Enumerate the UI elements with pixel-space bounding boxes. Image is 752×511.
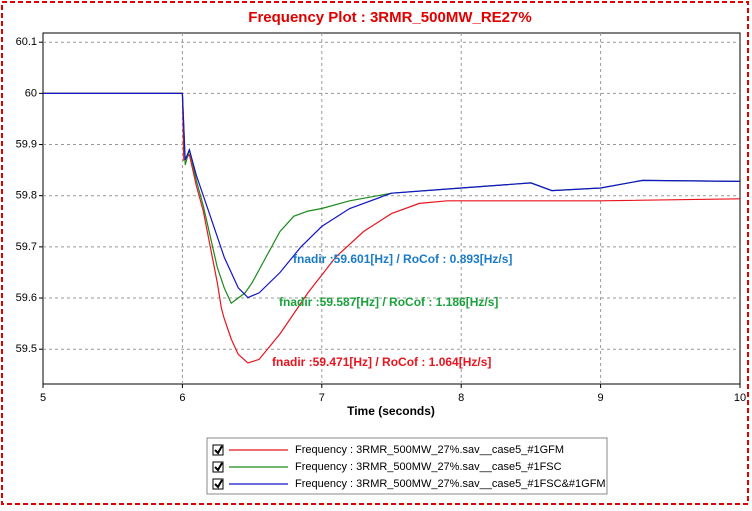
series-line bbox=[43, 92, 741, 299]
legend bbox=[206, 437, 608, 495]
series-line bbox=[43, 92, 741, 364]
legend-checkbox[interactable] bbox=[212, 478, 224, 490]
y-tick-label: 59.9 bbox=[16, 138, 37, 150]
legend-label: Frequency : 3RMR_500MW_27%.sav__case5_#1… bbox=[295, 461, 562, 473]
y-tick-label: 59.5 bbox=[16, 343, 37, 355]
annotation: fnadir :59.601[Hz] / RoCof : 0.893[Hz/s] bbox=[293, 252, 512, 266]
x-tick-label: 8 bbox=[458, 392, 464, 404]
y-tick-label: 60 bbox=[25, 87, 37, 99]
y-tick-label: 59.6 bbox=[16, 292, 37, 304]
annotation: fnadir :59.471[Hz] / RoCof : 1.064[Hz/s] bbox=[272, 355, 491, 369]
legend-checkbox[interactable] bbox=[212, 461, 224, 473]
legend-checkbox[interactable] bbox=[212, 444, 224, 456]
x-tick-label: 7 bbox=[319, 392, 325, 404]
annotation: fnadir :59.587[Hz] / RoCof : 1.186[Hz/s] bbox=[279, 295, 498, 309]
chart-title: Frequency Plot : 3RMR_500MW_RE27% bbox=[248, 9, 531, 26]
x-tick-label: 6 bbox=[179, 392, 185, 404]
legend-check bbox=[214, 479, 223, 489]
x-tick-label: 9 bbox=[598, 392, 604, 404]
legend-check bbox=[214, 462, 223, 472]
legend-check bbox=[214, 445, 223, 455]
legend-label: Frequency : 3RMR_500MW_27%.sav__case5_#1… bbox=[295, 444, 564, 456]
y-tick-label: 59.7 bbox=[16, 241, 37, 253]
x-tick-label: 10 bbox=[734, 392, 746, 404]
y-tick-label: 60.1 bbox=[16, 36, 37, 48]
y-tick-label: 59.8 bbox=[16, 190, 37, 202]
plot-area bbox=[42, 32, 741, 385]
legend-label: Frequency : 3RMR_500MW_27%.sav__case5_#1… bbox=[295, 478, 606, 490]
x-tick-label: 5 bbox=[40, 392, 46, 404]
x-axis-label: Time (seconds) bbox=[347, 404, 435, 418]
